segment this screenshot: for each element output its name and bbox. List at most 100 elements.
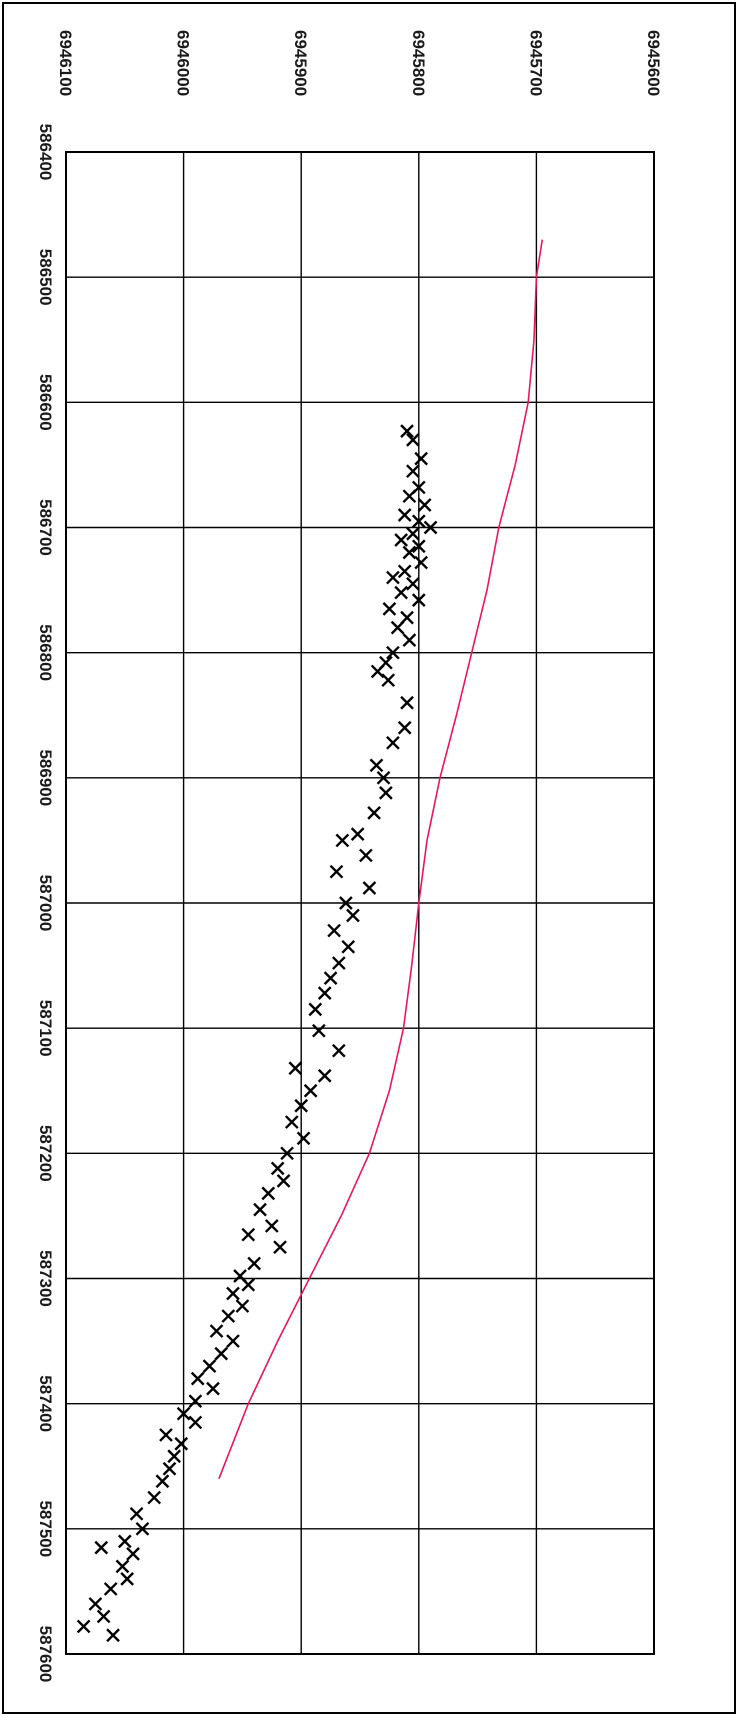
data-point-0-8 [411,514,426,529]
data-point-0-41 [346,908,360,923]
data-point-0-9 [423,520,438,535]
data-point-0-52 [303,1083,318,1098]
data-point-0-37 [359,848,373,863]
data-point-0-43 [341,939,356,954]
data-point-0-60 [253,1202,267,1217]
data-point-0-62 [241,1227,256,1242]
data-point-0-23 [402,633,417,647]
data-point-0-51 [317,1068,332,1083]
x-tick-label-8: 587200 [36,1125,55,1182]
data-point-0-86 [135,1521,150,1536]
data-point-0-63 [273,1240,287,1255]
data-point-0-79 [159,1428,173,1442]
data-point-0-53 [294,1098,309,1113]
data-point-0-3 [406,464,420,479]
data-point-0-36 [335,833,350,848]
data-point-0-80 [174,1436,189,1451]
data-point-0-57 [270,1161,285,1176]
data-point-0-19 [411,593,426,607]
grid-layer [65,151,655,1655]
data-point-0-33 [379,786,393,800]
data-point-0-92 [103,1582,118,1596]
x-tick-label-1: 586500 [36,249,55,306]
data-point-0-84 [147,1490,162,1505]
x-tick-label-12: 587600 [36,1626,55,1683]
y-tick-label-2: 6945800 [409,30,428,96]
data-point-0-32 [376,770,391,785]
data-point-0-66 [241,1277,256,1292]
data-point-0-67 [226,1286,240,1301]
data-point-0-26 [370,664,385,679]
data-point-0-64 [247,1256,262,1271]
data-point-0-50 [288,1061,303,1076]
data-point-0-70 [209,1324,224,1338]
data-point-0-93 [88,1597,103,1611]
x-tick-label-0: 586400 [36,124,55,181]
data-point-0-42 [327,923,341,938]
data-point-0-58 [276,1174,291,1188]
data-point-0-1 [406,433,420,447]
data-point-0-74 [190,1371,205,1386]
data-point-0-75 [206,1381,220,1396]
y-tick-label-3: 6945900 [291,30,310,96]
data-point-0-48 [311,1023,326,1038]
data-point-0-68 [235,1299,250,1313]
x-tick-label-3: 586700 [36,499,55,556]
data-point-0-34 [367,806,381,820]
y-tick-label-4: 6946000 [174,30,193,96]
x-tick-label-10: 587400 [36,1375,55,1432]
x-tick-label-11: 587500 [36,1500,55,1557]
data-point-0-59 [261,1186,276,1201]
data-point-0-81 [167,1449,182,1464]
y-tick-label-5: 6946100 [56,30,75,96]
data-point-0-27 [381,673,396,688]
x-tick-label-4: 586800 [36,624,55,681]
series-1-line [218,239,544,1480]
data-point-0-46 [317,986,332,1000]
data-point-0-72 [214,1346,229,1361]
data-point-0-69 [221,1309,236,1323]
data-point-0-88 [94,1540,109,1555]
data-point-0-7 [397,508,412,522]
data-point-0-73 [202,1359,217,1373]
data-point-0-20 [382,602,397,616]
y-tick-label-1: 6945700 [526,30,545,96]
data-point-0-14 [414,555,429,570]
data-point-0-45 [323,971,338,985]
x-tick-labels: 586400 586500 586600 586700 586800 586900 5870… [36,124,55,1683]
data-point-0-82 [162,1461,177,1476]
data-point-0-2 [414,451,429,466]
data-point-0-10 [406,526,420,541]
x-tick-label-7: 587100 [36,1000,55,1057]
data-point-0-96 [106,1628,120,1643]
data-point-0-13 [402,545,417,560]
data-point-0-12 [411,539,426,554]
data-point-0-94 [96,1609,111,1624]
data-point-0-89 [126,1547,140,1561]
data-point-0-71 [226,1334,240,1348]
data-point-0-47 [308,1002,323,1017]
data-point-0-40 [339,896,353,910]
data-point-0-17 [406,576,420,591]
data-point-0-85 [129,1506,144,1521]
data-point-0-29 [397,720,412,735]
data-point-0-22 [390,620,405,635]
x-tick-label-6: 587000 [36,875,55,932]
data-point-0-95 [76,1619,91,1634]
data-point-0-35 [350,827,365,842]
x-tick-label-2: 586600 [36,374,55,431]
data-point-0-15 [397,564,412,579]
x-tick-label-5: 586900 [36,749,55,806]
y-tick-labels: 6945600 6945700 6945800 6945900 6946000 69461… [56,30,663,96]
plot-area-border [65,151,655,1655]
data-point-0-30 [386,735,400,750]
data-point-0-44 [331,956,346,970]
data-point-0-83 [155,1474,170,1489]
data-point-0-90 [115,1559,130,1574]
data-point-0-24 [386,645,400,660]
data-point-0-56 [280,1146,294,1161]
data-point-0-76 [188,1394,203,1409]
data-point-0-18 [394,585,409,600]
data-point-0-0 [400,424,414,438]
